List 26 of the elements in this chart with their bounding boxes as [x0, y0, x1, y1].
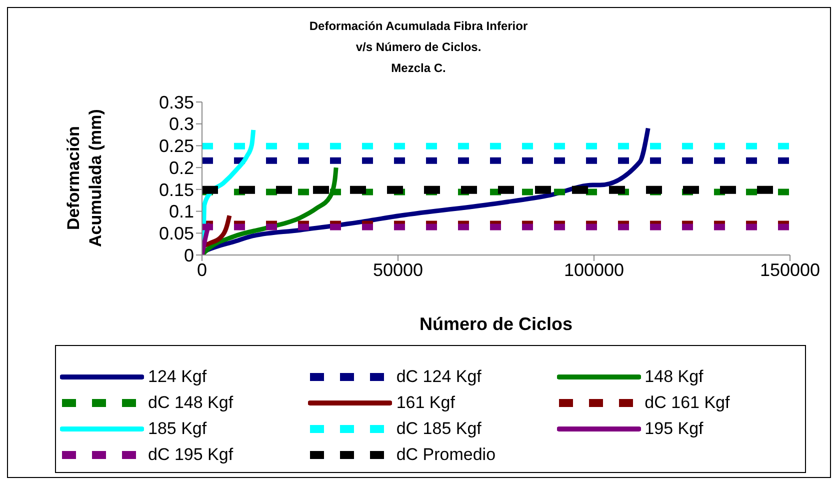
- legend-label: dC 195 Kgf: [148, 445, 234, 465]
- x-axis-title: Número de Ciclos: [418, 314, 574, 335]
- legend-label: 161 Kgf: [396, 393, 455, 413]
- x-tick-label: 150000: [760, 260, 820, 280]
- y-tick-label: 0.1: [168, 202, 194, 222]
- x-tick-label: 100000: [564, 260, 624, 280]
- legend-label: 185 Kgf: [148, 419, 207, 439]
- legend-label: dC 161 Kgf: [644, 393, 730, 413]
- legend-label: dC Promedio: [396, 445, 496, 465]
- y-tick-label: 0.35: [158, 92, 194, 112]
- y-axis-title: Deformación Acumulada (mm): [63, 108, 106, 248]
- legend-label: dC 148 Kgf: [148, 393, 234, 413]
- legend-label: dC 185 Kgf: [396, 419, 482, 439]
- x-tick-label: 0: [196, 260, 208, 280]
- y-tick-label: 0: [184, 245, 194, 266]
- legend-label: 124 Kgf: [148, 367, 207, 387]
- y-tick-label: 0.2: [168, 158, 194, 178]
- y-tick-label: 0.3: [168, 114, 194, 134]
- legend-label: dC 124 Kgf: [396, 367, 482, 387]
- legend-label: 195 Kgf: [644, 419, 704, 439]
- x-tick-label: 50000: [372, 260, 424, 280]
- chart-title: Deformación Acumulada Fibra Inferior v/s Número de Ciclos. Mezcla C.: [308, 18, 529, 77]
- legend-label: 148 Kgf: [644, 367, 704, 387]
- y-tick-label: 0.05: [158, 224, 194, 244]
- y-tick-label: 0.25: [158, 136, 194, 156]
- y-tick-label: 0.15: [158, 180, 194, 200]
